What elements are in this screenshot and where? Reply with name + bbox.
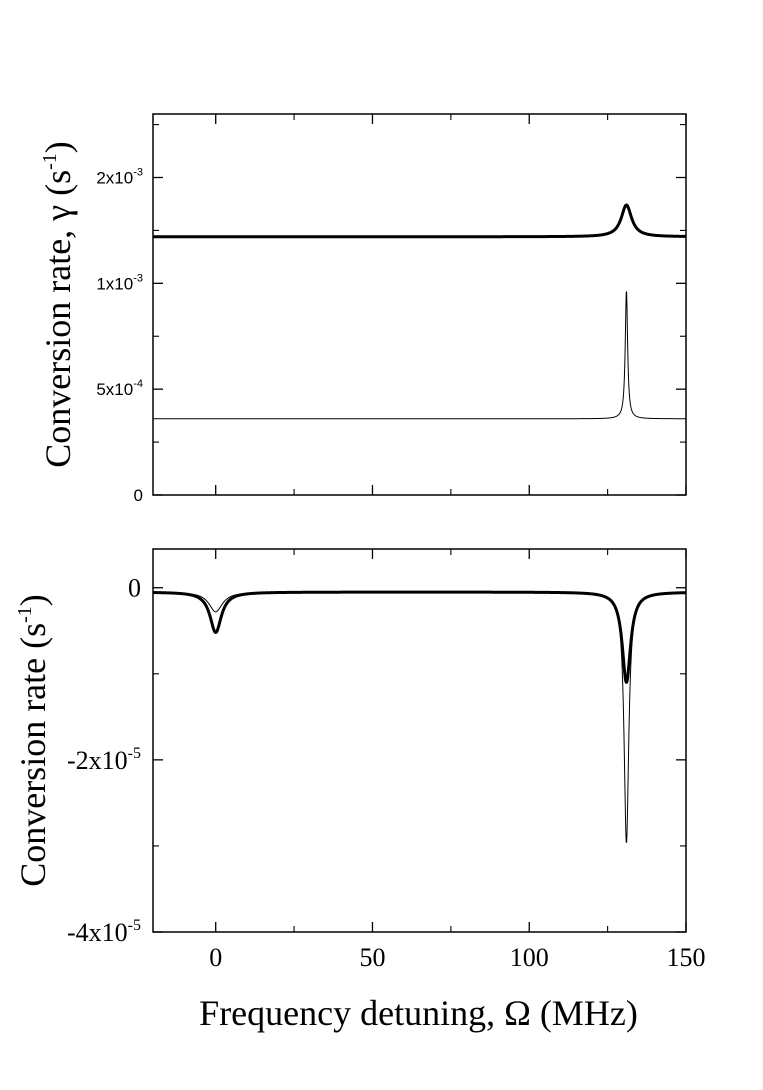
top-y-tick-label: 0 [134,486,143,505]
bottom-x-axis-title: Frequency detuning, Ω (MHz) [199,993,638,1033]
bottom-x-tick-label: 50 [359,943,385,972]
top-y-tick-label: 5x10-4 [96,378,143,399]
top-series-thin-curve [152,291,687,420]
top-y-tick-label: 2x10-3 [96,167,143,188]
bottom-y-tick-label: -4x10-5 [67,917,141,947]
bottom-plot-frame [152,548,687,933]
bottom-y-axis-title: Conversion rate (s-1) [13,594,53,887]
bottom-x-tick-label: 100 [510,943,549,972]
top-y-tick-label: 1x10-3 [96,272,143,293]
bottom-panel: 0 -2x10-5 -4x10-5 0 50 100 150 Frequency detuni… [13,548,706,1033]
top-plot-frame [152,113,687,496]
top-series-thick-curve [151,203,688,239]
top-y-axis-title: Conversion rate, γ (s-1) [38,141,78,468]
top-panel: 0 5x10-4 1x10-3 2x10-3 Conversion rate, γ (s… [38,113,688,505]
bottom-series-thick-curve [151,590,688,684]
bottom-series-thin-curve [152,591,687,843]
bottom-x-tick-label: 0 [209,943,222,972]
bottom-y-tick-label: 0 [128,574,141,603]
bottom-y-tick-label: -2x10-5 [67,745,141,775]
bottom-x-tick-label: 150 [667,943,706,972]
